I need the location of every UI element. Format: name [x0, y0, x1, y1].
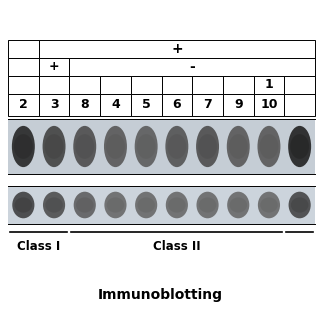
Ellipse shape [196, 126, 219, 167]
Ellipse shape [135, 126, 158, 167]
Ellipse shape [43, 126, 66, 167]
Text: 5: 5 [142, 99, 150, 111]
Bar [192, 94, 223, 116]
Bar [223, 94, 253, 116]
Ellipse shape [258, 192, 280, 218]
Text: 2: 2 [19, 99, 28, 111]
Bar [284, 94, 315, 116]
Bar [162, 94, 192, 116]
Text: 4: 4 [111, 99, 120, 111]
Ellipse shape [104, 126, 127, 167]
Bar [69, 76, 100, 94]
Text: 1: 1 [265, 78, 273, 92]
Ellipse shape [166, 192, 188, 218]
Ellipse shape [291, 197, 308, 212]
Text: Class I: Class I [17, 239, 60, 252]
Bar [192, 76, 223, 94]
Bar [162, 76, 192, 94]
Ellipse shape [12, 126, 35, 167]
Ellipse shape [44, 134, 63, 159]
Bar [8, 186, 315, 224]
Ellipse shape [168, 197, 186, 212]
Ellipse shape [288, 126, 311, 167]
Ellipse shape [75, 134, 94, 159]
Text: 3: 3 [50, 99, 58, 111]
Ellipse shape [199, 197, 216, 212]
Ellipse shape [167, 134, 186, 159]
Ellipse shape [229, 134, 248, 159]
Ellipse shape [135, 192, 157, 218]
Text: Class II: Class II [153, 239, 201, 252]
Text: +: + [171, 42, 183, 56]
Bar [253, 94, 284, 116]
Bar [223, 76, 253, 94]
Ellipse shape [45, 197, 63, 212]
Ellipse shape [196, 192, 219, 218]
Text: +: + [49, 60, 60, 74]
Ellipse shape [106, 134, 125, 159]
Ellipse shape [290, 134, 309, 159]
Bar [284, 76, 315, 94]
Ellipse shape [260, 197, 278, 212]
Ellipse shape [258, 126, 280, 167]
Ellipse shape [227, 126, 250, 167]
Bar [253, 76, 284, 94]
Text: 7: 7 [203, 99, 212, 111]
Ellipse shape [229, 197, 247, 212]
Ellipse shape [76, 197, 93, 212]
Ellipse shape [12, 192, 35, 218]
Ellipse shape [260, 134, 278, 159]
Bar [131, 94, 162, 116]
Bar [8, 40, 39, 58]
Text: 6: 6 [172, 99, 181, 111]
Bar [69, 94, 100, 116]
Bar [100, 94, 131, 116]
Ellipse shape [165, 126, 188, 167]
Ellipse shape [137, 197, 155, 212]
Bar [131, 76, 162, 94]
Ellipse shape [104, 192, 126, 218]
Ellipse shape [43, 192, 65, 218]
Bar [69, 58, 315, 76]
Ellipse shape [198, 134, 217, 159]
Bar [39, 76, 69, 94]
Bar [39, 94, 69, 116]
Bar [39, 58, 69, 76]
Text: 9: 9 [234, 99, 243, 111]
Ellipse shape [227, 192, 249, 218]
Bar [39, 40, 315, 58]
Ellipse shape [74, 192, 96, 218]
Ellipse shape [107, 197, 124, 212]
Ellipse shape [15, 197, 32, 212]
Text: 8: 8 [80, 99, 89, 111]
Bar [8, 119, 315, 174]
Text: -: - [189, 60, 195, 74]
Bar [8, 76, 39, 94]
Text: 10: 10 [260, 99, 278, 111]
Bar [100, 76, 131, 94]
Ellipse shape [73, 126, 96, 167]
Text: Immunoblotting: Immunoblotting [98, 288, 222, 302]
Ellipse shape [289, 192, 311, 218]
Bar [8, 94, 39, 116]
Bar [8, 58, 39, 76]
Ellipse shape [137, 134, 156, 159]
Ellipse shape [14, 134, 33, 159]
